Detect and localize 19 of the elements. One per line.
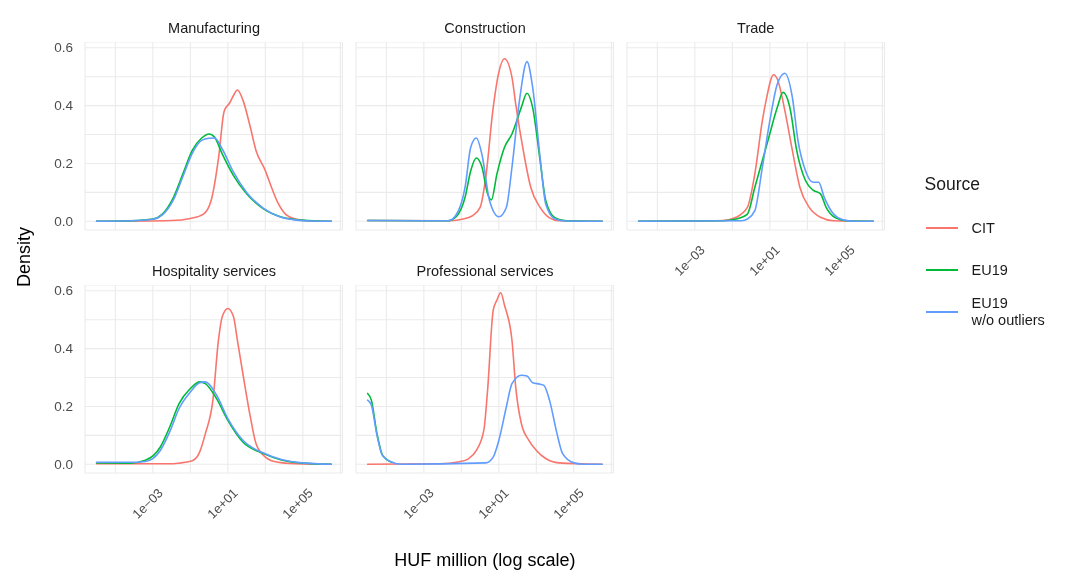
x-axis-title: HUF million (log scale) <box>394 549 576 571</box>
legend-label: CIT <box>971 219 995 237</box>
chart-title: Professional services <box>415 262 555 279</box>
y-tick-label: 0.0 <box>54 213 74 229</box>
y-tick-label: 0.4 <box>54 341 74 357</box>
legend-label: EU19 w/o outliers <box>971 295 1045 329</box>
y-tick-label: 0.2 <box>54 155 74 171</box>
y-tick-label: 0.2 <box>54 398 74 414</box>
chart-title: Trade <box>736 19 776 36</box>
y-tick-label: 0.0 <box>54 456 74 472</box>
legend-label: EU19 <box>971 261 1008 279</box>
chart-title: Construction <box>443 19 527 36</box>
legend-title: Source <box>924 174 981 195</box>
chart-title: Manufacturing <box>167 19 261 36</box>
y-axis-title: Density <box>13 227 35 288</box>
y-tick-label: 0.6 <box>54 283 74 299</box>
y-tick-label: 0.4 <box>54 97 74 113</box>
chart-title: Hospitality services <box>151 262 278 279</box>
y-tick-label: 0.6 <box>54 39 74 55</box>
